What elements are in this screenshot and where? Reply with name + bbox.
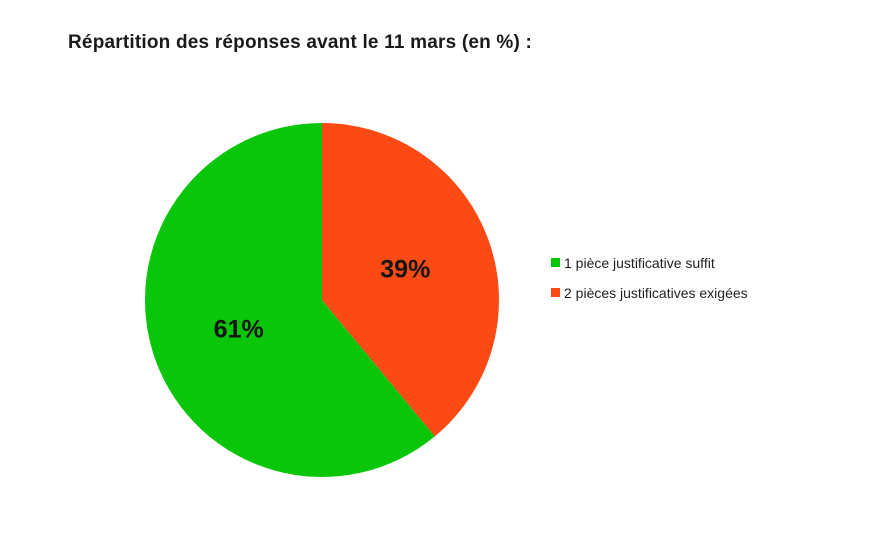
legend-label: 1 pièce justificative suffit (564, 255, 715, 271)
legend-item-1: 1 pièce justificative suffit (551, 251, 751, 275)
slice-label-1: 61% (213, 315, 264, 344)
pie-slice-2 (322, 123, 499, 437)
pie-chart (145, 123, 499, 477)
slice-label-2: 39% (380, 255, 431, 284)
legend-marker-icon (551, 258, 560, 267)
legend-item-2: 2 pièces justificatives exigées (551, 281, 751, 305)
pie-slice-1 (145, 123, 435, 477)
legend-label: 2 pièces justificatives exigées (564, 285, 748, 301)
chart-legend: 1 pièce justificative suffit 2 pièces jus… (551, 251, 751, 311)
legend-marker-icon (551, 288, 560, 297)
chart-title: Répartition des réponses avant le 11 mar… (68, 32, 533, 53)
